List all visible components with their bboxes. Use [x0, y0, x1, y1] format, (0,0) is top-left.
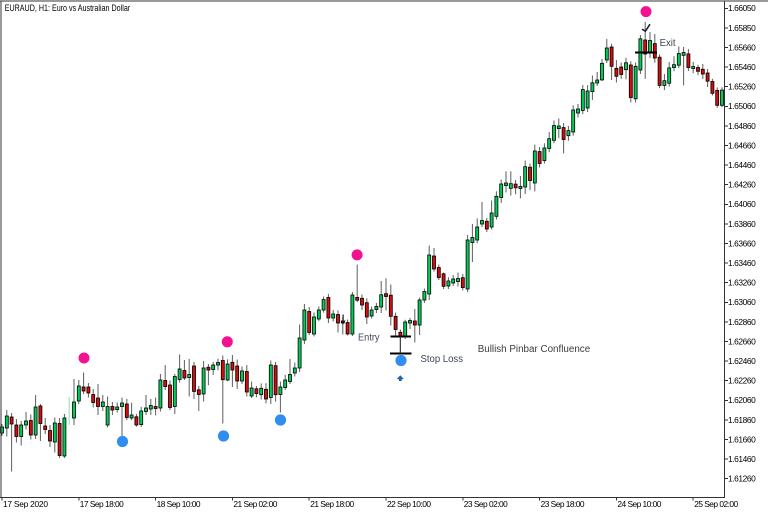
svg-text:21 Sep 18:00: 21 Sep 18:00	[310, 499, 354, 509]
svg-text:EURAUD, H1: Euro vs Australia: EURAUD, H1: Euro vs Australian Dollar	[5, 3, 131, 13]
svg-text:21 Sep 02:00: 21 Sep 02:00	[233, 499, 277, 509]
svg-text:1.64860: 1.64860	[728, 121, 756, 131]
svg-text:Bullish Pinbar Confluence: Bullish Pinbar Confluence	[478, 344, 591, 355]
svg-text:1.64660: 1.64660	[728, 140, 756, 150]
svg-text:1.63660: 1.63660	[728, 238, 756, 248]
svg-text:1.62260: 1.62260	[728, 376, 756, 386]
svg-text:1.64060: 1.64060	[728, 199, 756, 209]
svg-text:Stop Loss: Stop Loss	[421, 354, 464, 365]
svg-text:Exit: Exit	[660, 38, 676, 49]
svg-text:1.62460: 1.62460	[728, 356, 756, 366]
svg-text:1.62860: 1.62860	[728, 317, 756, 327]
svg-text:1.62660: 1.62660	[728, 336, 756, 346]
svg-text:24 Sep 10:00: 24 Sep 10:00	[617, 499, 661, 509]
svg-text:17 Sep 18:00: 17 Sep 18:00	[80, 499, 124, 509]
svg-text:1.65260: 1.65260	[728, 82, 756, 92]
svg-text:1.66050: 1.66050	[728, 3, 756, 13]
svg-text:1.65460: 1.65460	[728, 62, 756, 72]
svg-text:25 Sep 02:00: 25 Sep 02:00	[694, 499, 738, 509]
svg-text:1.65660: 1.65660	[728, 42, 756, 52]
svg-text:1.63460: 1.63460	[728, 258, 756, 268]
svg-text:1.64260: 1.64260	[728, 180, 756, 190]
svg-text:17 Sep 2020: 17 Sep 2020	[3, 499, 48, 509]
svg-text:1.63260: 1.63260	[728, 278, 756, 288]
svg-text:1.61260: 1.61260	[728, 474, 756, 484]
svg-text:23 Sep 02:00: 23 Sep 02:00	[464, 499, 508, 509]
svg-text:1.63060: 1.63060	[728, 297, 756, 307]
svg-text:Entry: Entry	[358, 332, 380, 343]
svg-text:23 Sep 18:00: 23 Sep 18:00	[541, 499, 585, 509]
svg-text:1.62060: 1.62060	[728, 395, 756, 405]
svg-text:1.61460: 1.61460	[728, 454, 756, 464]
svg-text:1.65060: 1.65060	[728, 101, 756, 111]
svg-text:22 Sep 10:00: 22 Sep 10:00	[387, 499, 431, 509]
svg-text:1.63860: 1.63860	[728, 219, 756, 229]
svg-text:1.65850: 1.65850	[728, 23, 756, 33]
svg-text:1.64460: 1.64460	[728, 160, 756, 170]
svg-text:18 Sep 10:00: 18 Sep 10:00	[157, 499, 201, 509]
svg-text:1.61660: 1.61660	[728, 434, 756, 444]
svg-text:1.61860: 1.61860	[728, 415, 756, 425]
